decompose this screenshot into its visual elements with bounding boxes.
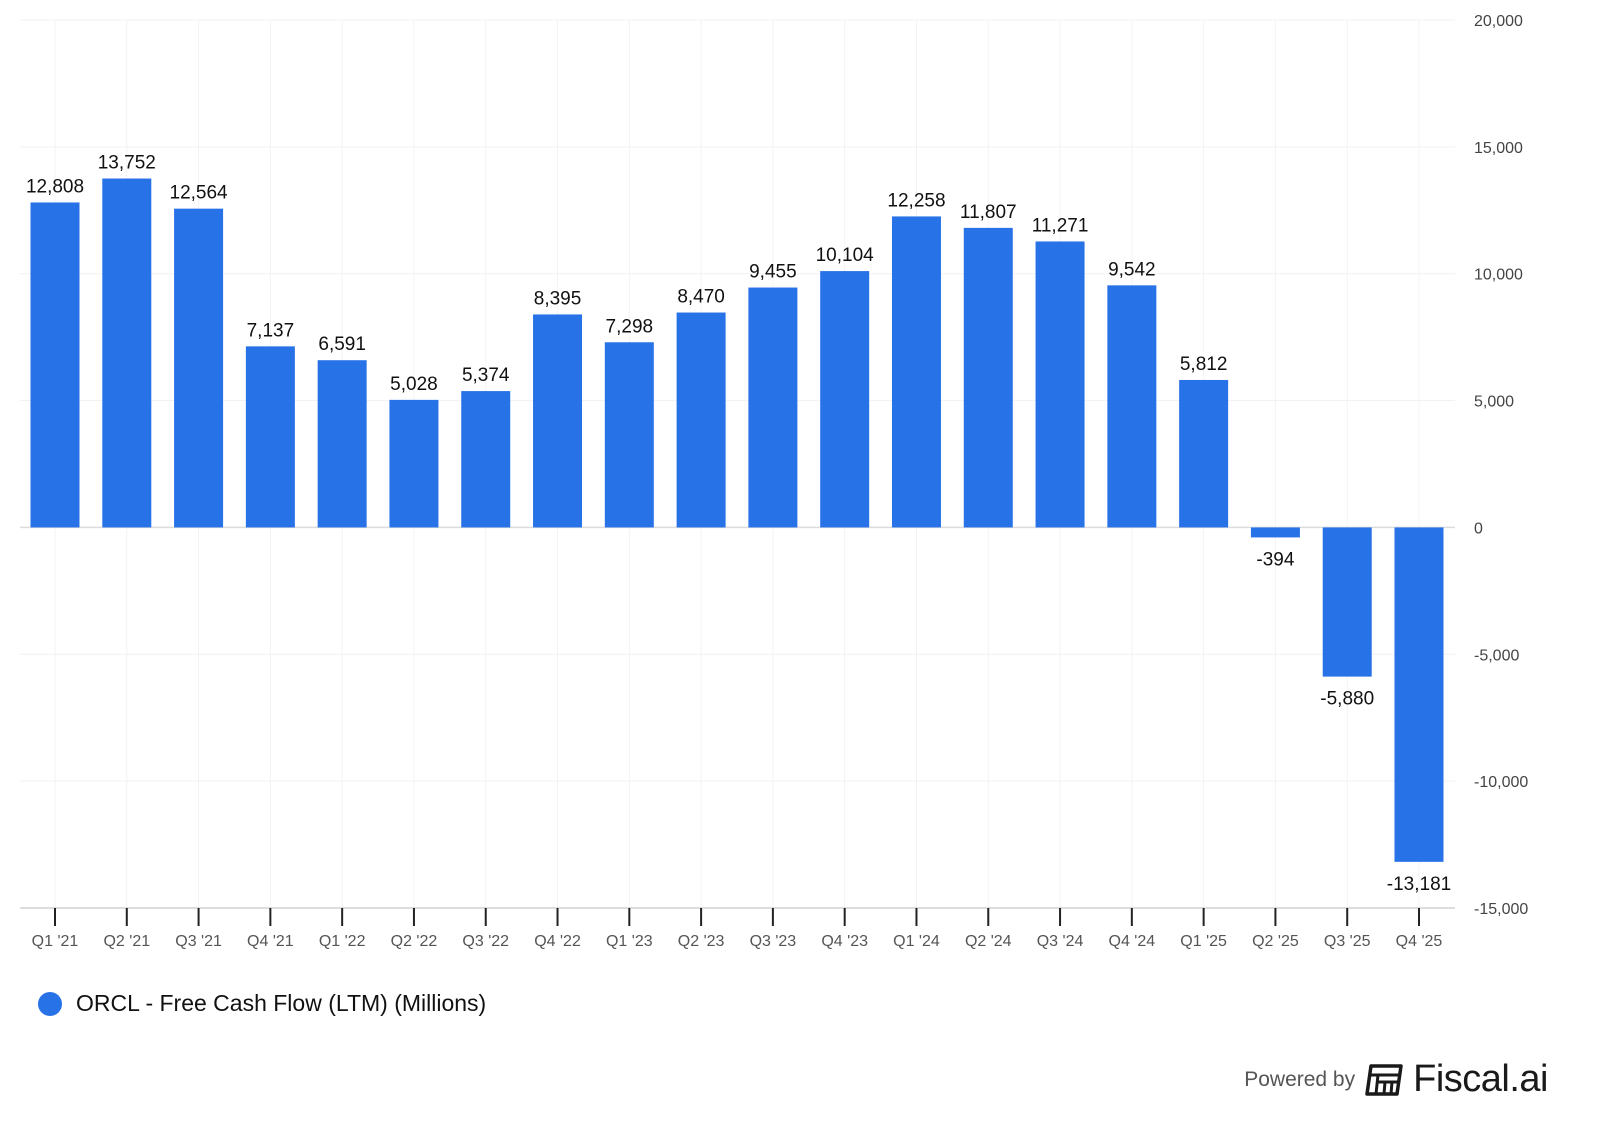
data-label: 7,137: [247, 320, 295, 341]
data-label: 6,591: [318, 334, 366, 355]
powered-by-brand[interactable]: Powered by Fiscal.ai: [1244, 1058, 1548, 1101]
data-label: 10,104: [816, 245, 875, 266]
x-tick-label: Q4 '25: [1396, 933, 1443, 950]
bar: [389, 399, 439, 528]
x-tick-label: Q1 '25: [1180, 933, 1227, 950]
x-tick-label: Q4 '22: [534, 933, 581, 950]
data-label: 9,542: [1108, 259, 1156, 280]
data-label: 11,807: [960, 202, 1017, 223]
data-label: -13,181: [1387, 874, 1451, 895]
brand-name: Fiscal.ai: [1413, 1058, 1548, 1100]
bar: [1179, 379, 1229, 528]
x-tick-label: Q4 '23: [821, 933, 868, 950]
bar: [820, 271, 870, 528]
y-tick-label: 0: [1474, 520, 1483, 537]
bar: [748, 287, 798, 528]
x-tick-label: Q3 '25: [1324, 933, 1371, 950]
x-tick-label: Q1 '24: [893, 933, 940, 950]
data-label: 12,808: [26, 176, 84, 197]
bar: [245, 346, 295, 528]
x-tick-label: Q1 '23: [606, 933, 653, 950]
data-label: -5,880: [1320, 689, 1374, 710]
data-label: 12,258: [887, 190, 945, 211]
bar: [1250, 527, 1300, 538]
x-tick-label: Q3 '24: [1037, 933, 1084, 950]
data-label: 13,752: [98, 153, 156, 174]
bar: [1322, 527, 1372, 677]
y-tick-label: 20,000: [1474, 13, 1523, 30]
data-label: -394: [1256, 549, 1294, 570]
x-tick-label: Q2 '22: [391, 933, 438, 950]
x-tick-label: Q2 '24: [965, 933, 1012, 950]
bar: [461, 391, 511, 528]
x-tick-label: Q3 '23: [750, 933, 797, 950]
x-tick-label: Q2 '21: [103, 933, 150, 950]
powered-by-text: Powered by: [1244, 1067, 1356, 1091]
x-tick-label: Q3 '21: [175, 933, 222, 950]
data-label: 9,455: [749, 262, 797, 283]
x-tick-label: Q3 '22: [462, 933, 509, 950]
bar: [174, 208, 224, 528]
data-label: 8,395: [534, 288, 582, 309]
data-label: 5,374: [462, 365, 510, 386]
bar-chart: 20,000 15,000 10,000 5,000 0 -5,000 -10,000 -15…: [20, 13, 1528, 950]
bar: [1035, 241, 1085, 528]
x-tick-label: Q4 '21: [247, 933, 294, 950]
y-tick-label: 5,000: [1474, 394, 1514, 411]
x-tick-label: Q2 '23: [678, 933, 725, 950]
data-label: 11,271: [1032, 215, 1089, 236]
x-tick-label: Q2 '25: [1252, 933, 1299, 950]
bar: [30, 202, 80, 528]
y-tick-label: 15,000: [1474, 140, 1523, 157]
data-label: 8,470: [677, 287, 725, 308]
data-label: 5,028: [390, 374, 438, 395]
bar: [604, 342, 654, 528]
x-tick-label: Q1 '21: [32, 933, 79, 950]
bar: [891, 216, 941, 528]
data-label: 5,812: [1180, 354, 1228, 375]
bar: [963, 227, 1013, 528]
data-label: 7,298: [606, 316, 654, 337]
bar: [317, 360, 367, 528]
data-label: 12,564: [170, 183, 229, 204]
y-tick-label: -5,000: [1474, 647, 1519, 664]
bar: [102, 178, 152, 528]
bar: [1107, 285, 1157, 528]
y-tick-label: -15,000: [1474, 901, 1528, 918]
fiscal-logo-icon: [1365, 1063, 1403, 1096]
legend[interactable]: ORCL - Free Cash Flow (LTM) (Millions): [38, 990, 486, 1017]
bar: [1394, 527, 1444, 862]
y-tick-label: -10,000: [1474, 774, 1528, 791]
bar: [676, 312, 726, 528]
bar: [533, 314, 583, 528]
y-tick-label: 10,000: [1474, 267, 1523, 284]
legend-marker: [38, 991, 62, 1016]
x-tick-label: Q1 '22: [319, 933, 366, 950]
legend-label: ORCL - Free Cash Flow (LTM) (Millions): [76, 990, 487, 1016]
x-tick-label: Q4 '24: [1109, 933, 1156, 950]
